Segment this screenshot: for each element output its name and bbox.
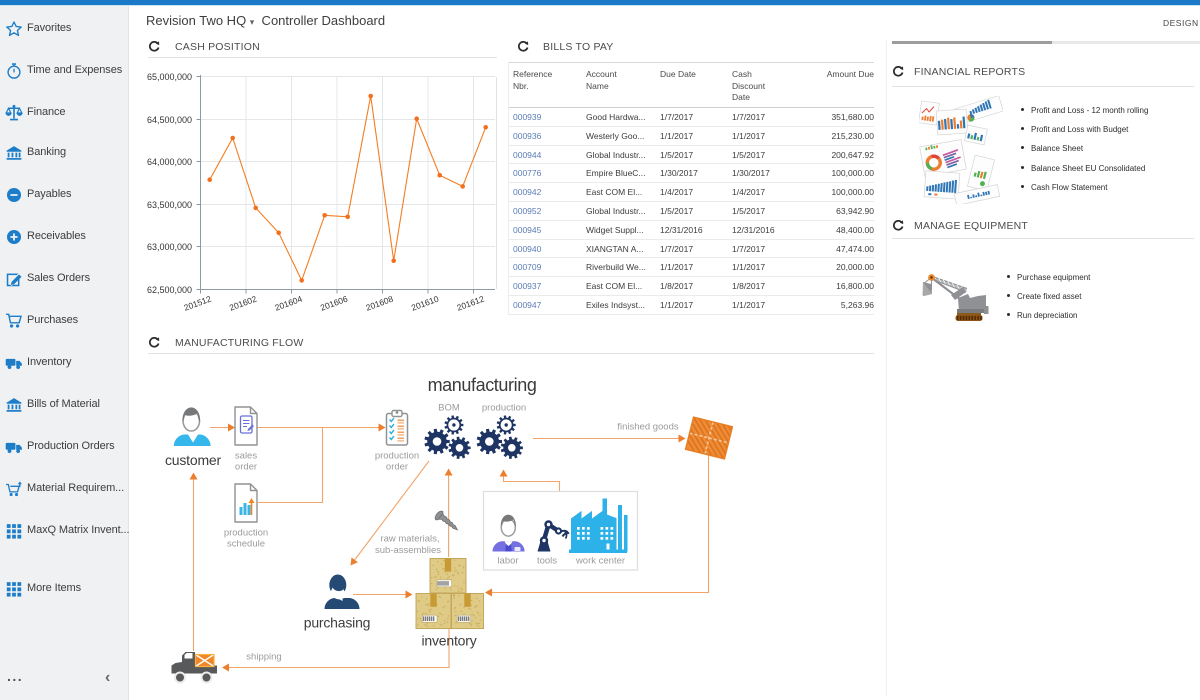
svg-text:labor: labor (497, 556, 518, 567)
svg-text:production: production (375, 451, 419, 462)
svg-text:customer: customer (165, 452, 222, 468)
svg-text:order: order (386, 462, 408, 473)
svg-text:63,000,000: 63,000,000 (147, 242, 192, 252)
svg-text:201604: 201604 (273, 294, 303, 313)
svg-text:tools: tools (537, 556, 557, 567)
svg-text:201606: 201606 (319, 294, 349, 313)
svg-text:production: production (482, 403, 526, 414)
svg-text:64,000,000: 64,000,000 (147, 157, 192, 167)
svg-text:BOM: BOM (438, 403, 460, 414)
svg-text:production: production (224, 528, 268, 539)
svg-text:sales: sales (235, 451, 257, 462)
svg-text:sub-assemblies: sub-assemblies (375, 545, 441, 556)
svg-text:63,500,000: 63,500,000 (147, 200, 192, 210)
svg-text:201610: 201610 (410, 294, 440, 313)
svg-text:schedule: schedule (227, 539, 265, 550)
svg-text:201512: 201512 (182, 294, 212, 313)
svg-text:201602: 201602 (228, 294, 258, 313)
svg-text:finished goods: finished goods (617, 422, 679, 433)
svg-text:65,000,000: 65,000,000 (147, 72, 192, 82)
svg-text:purchasing: purchasing (304, 615, 371, 631)
svg-text:201608: 201608 (364, 294, 394, 313)
svg-text:inventory: inventory (421, 633, 476, 649)
svg-text:64,500,000: 64,500,000 (147, 115, 192, 125)
svg-text:raw materials,: raw materials, (380, 534, 439, 545)
svg-text:manufacturing: manufacturing (428, 375, 537, 395)
svg-text:shipping: shipping (246, 652, 281, 663)
svg-text:work center: work center (575, 556, 625, 567)
svg-text:order: order (235, 462, 257, 473)
svg-text:201612: 201612 (455, 294, 485, 313)
svg-text:62,500,000: 62,500,000 (147, 285, 192, 295)
